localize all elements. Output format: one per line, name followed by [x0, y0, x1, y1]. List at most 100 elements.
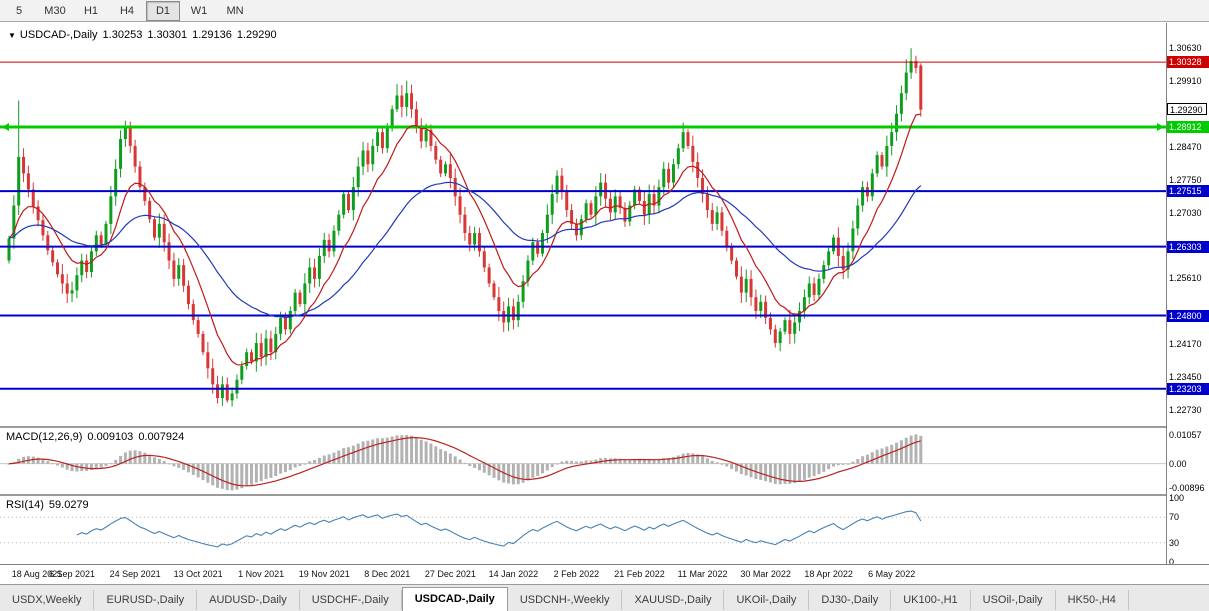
macd-signal-line	[8, 437, 921, 487]
timeframe-button-d1[interactable]: D1	[146, 0, 180, 21]
macd-histogram-bar	[288, 463, 292, 471]
macd-histogram-bar	[652, 459, 656, 464]
date-axis[interactable]: 18 Aug 2021 6 Sep 2021 24 Sep 2021 13 Oct 2…	[0, 564, 1209, 584]
candle-body	[36, 206, 40, 221]
price-axis[interactable]: 1.30630 1.29910 1.28470 1.27750 1.27030 1.256…	[1166, 23, 1209, 567]
pane-splitter[interactable]	[0, 494, 1209, 496]
macd-histogram-bar	[327, 454, 331, 464]
macd-histogram-bar	[846, 463, 850, 465]
tab-uk100-h1[interactable]: UK100-,H1	[891, 590, 971, 610]
main-chart[interactable]	[0, 23, 1166, 426]
tab-usdx-weekly[interactable]: USDX,Weekly	[0, 590, 95, 610]
tab-hk50-h4[interactable]: HK50-,H4	[1055, 590, 1129, 610]
macd-signal-value: 0.007924	[138, 431, 185, 443]
candle-body	[715, 212, 719, 224]
candle-body	[589, 203, 593, 215]
macd-histogram-bar	[99, 463, 103, 468]
macd-histogram-bar	[211, 463, 215, 486]
candle-body	[337, 214, 341, 231]
candle-body	[798, 310, 802, 323]
candle-body	[516, 301, 520, 321]
candle-body	[487, 267, 491, 284]
macd-histogram-bar	[468, 463, 472, 467]
rsi-label: RSI(14)	[6, 499, 44, 511]
macd-histogram-bar	[380, 438, 384, 464]
macd-histogram-bar	[104, 463, 108, 466]
tab-usdchf-daily[interactable]: USDCHF-,Daily	[299, 590, 402, 610]
candle-body	[807, 283, 811, 298]
candle-body	[390, 109, 394, 128]
tab-usdcad-daily[interactable]: USDCAD-,Daily	[401, 587, 508, 611]
candle-body	[177, 265, 181, 279]
candle-body	[26, 173, 30, 190]
candle-body	[410, 93, 414, 110]
current-price-badge: 1.29290	[1167, 102, 1207, 115]
candle-body	[899, 93, 903, 114]
timeframe-button-mn[interactable]: MN	[226, 4, 244, 17]
candle-body	[269, 338, 273, 353]
date-label: 24 Sep 2021	[109, 569, 161, 579]
macd-histogram-bar	[788, 463, 792, 484]
macd-histogram-bar	[526, 463, 530, 481]
rsi-pane[interactable]	[0, 496, 1166, 564]
macd-histogram-bar	[230, 463, 234, 491]
tab-eurusd-daily[interactable]: EURUSD-,Daily	[94, 590, 198, 610]
candle-body	[565, 191, 569, 211]
candle-body	[7, 238, 11, 261]
macd-histogram-bar	[22, 456, 26, 464]
macd-histogram-bar	[856, 459, 860, 464]
chart-collapse-icon[interactable]: ▼	[8, 31, 16, 40]
pane-splitter[interactable]	[0, 426, 1209, 428]
candle-body	[764, 301, 768, 318]
tab-ukoil-daily[interactable]: UKOil-,Daily	[724, 590, 810, 610]
macd-histogram-bar	[778, 463, 782, 485]
macd-histogram-bar	[715, 462, 719, 464]
timeframe-button-h1[interactable]: H1	[83, 4, 99, 17]
macd-histogram-bar	[89, 463, 93, 471]
macd-histogram-bar	[17, 458, 21, 464]
candle-body	[322, 239, 326, 256]
macd-histogram-bar	[628, 459, 632, 464]
macd-histogram-bar	[492, 463, 496, 478]
candle-body	[186, 285, 190, 305]
timeframe-toolbar: 5 M30 H1 H4 D1 W1 MN	[0, 0, 1209, 22]
candle-body	[870, 173, 874, 197]
macd-histogram-bar	[453, 456, 457, 464]
timeframe-button-w1[interactable]: W1	[190, 4, 208, 17]
macd-histogram-bar	[279, 463, 283, 474]
timeframe-button-5[interactable]: 5	[15, 4, 23, 17]
candle-body	[429, 129, 433, 146]
tab-dj30-daily[interactable]: DJ30-,Daily	[809, 590, 892, 610]
price-level-badge: 1.23203	[1167, 382, 1209, 395]
tab-usdcnh-weekly[interactable]: USDCNH-,Weekly	[507, 590, 623, 610]
macd-histogram-bar	[56, 463, 59, 466]
macd-histogram-bar	[914, 434, 918, 464]
tab-audusd-daily[interactable]: AUDUSD-,Daily	[197, 590, 300, 610]
timeframe-button-m30[interactable]: M30	[44, 4, 66, 17]
macd-histogram-bar	[477, 463, 481, 471]
macd-histogram-bar	[759, 463, 763, 480]
macd-histogram-bar	[744, 463, 748, 476]
macd-histogram-bar	[667, 457, 671, 464]
date-label: 13 Oct 2021	[173, 569, 223, 579]
candle-body	[70, 290, 74, 294]
moving-average-line	[8, 181, 922, 319]
tab-xauusd-daily[interactable]: XAUUSD-,Daily	[622, 590, 725, 610]
candle-body	[235, 379, 239, 394]
candle-body	[298, 292, 302, 305]
timeframe-button-h4[interactable]: H4	[119, 4, 135, 17]
macd-histogram-bar	[812, 463, 816, 477]
tab-usoil-daily[interactable]: USOil-,Daily	[970, 590, 1056, 610]
candle-body	[274, 333, 278, 353]
candle-body	[511, 306, 515, 321]
date-label: 1 Nov 2021	[238, 569, 285, 579]
candle-body	[75, 275, 79, 291]
price-tick: 1.25610	[1169, 273, 1202, 284]
price-tick: 1.23450	[1169, 372, 1202, 383]
macd-histogram-bar	[444, 451, 447, 464]
macd-histogram-bar	[919, 435, 923, 464]
macd-histogram-bar	[851, 461, 855, 464]
macd-pane[interactable]	[0, 428, 1166, 494]
macd-histogram-bar	[545, 463, 549, 471]
macd-histogram-bar	[424, 441, 428, 464]
